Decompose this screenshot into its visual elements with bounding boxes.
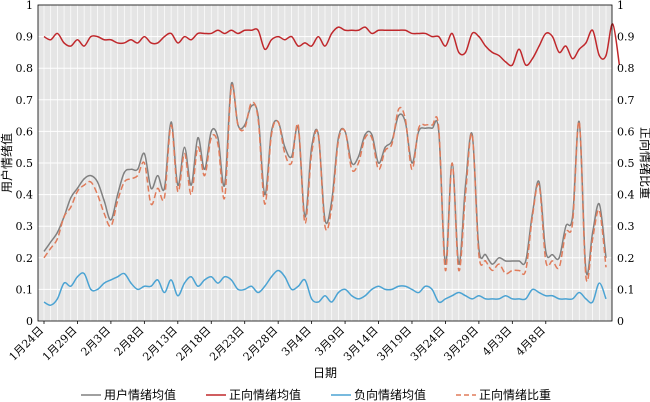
legend-label-user-mean: 用户情绪均值 (104, 387, 176, 402)
series-line-user-mean (43, 81, 607, 276)
plot-border (37, 4, 613, 322)
x-tick-label: 3月29日 (441, 324, 481, 364)
y-tick-label-left: 0.8 (16, 62, 34, 75)
x-tick-label: 3月14日 (341, 324, 381, 364)
x-axis: 1月24日1月29日2月3日2月8日2月13日2月18日2月23日2月28日3月… (7, 321, 548, 364)
y-axis-right-title: 正向情绪比重 (638, 127, 650, 199)
y-tick-label-right: 0.5 (617, 157, 635, 170)
y-tick-label-left: 0.3 (16, 220, 34, 233)
legend-label-positive-ratio: 正向情绪比重 (479, 387, 551, 402)
y-tick-label-right: 1 (617, 0, 624, 12)
series-line-positive-ratio (43, 84, 607, 282)
y-tick-label-left: 0.7 (16, 94, 34, 107)
y-axis-left-title: 用户情绪值 (0, 133, 14, 193)
x-tick-label: 4月8日 (513, 324, 548, 359)
y-tick-label-right: 0.6 (617, 125, 635, 138)
series-line-negative-mean (43, 269, 607, 306)
x-tick-label: 1月24日 (7, 324, 47, 364)
x-tick-label: 2月28日 (241, 324, 281, 364)
x-tick-label: 3月24日 (408, 324, 448, 364)
y-axis-right: 0 0.1 0.2 0.3 0.4 0.5 0.6 0.7 0.8 0.9 1 (617, 0, 635, 328)
y-tick-label-right: 0.2 (617, 252, 635, 265)
y-tick-label-right: 0.1 (617, 283, 635, 296)
x-tick-label: 4月3日 (480, 324, 515, 359)
y-tick-label-right: 0.3 (617, 220, 635, 233)
y-tick-label-left: 1 (26, 0, 33, 12)
legend: 用户情绪均值 正向情绪均值 负向情绪均值 正向情绪比重 (81, 387, 551, 402)
legend-label-positive-mean: 正向情绪均值 (229, 387, 301, 402)
legend-label-negative-mean: 负向情绪均值 (354, 387, 426, 402)
y-axis-left: 0 0.1 0.2 0.3 0.4 0.5 0.6 0.7 0.8 0.9 1 (16, 0, 34, 328)
y-tick-label-right: 0.7 (617, 94, 635, 107)
y-tick-label-right: 0.4 (617, 189, 635, 202)
y-tick-label-left: 0.6 (16, 125, 34, 138)
series-layer (43, 23, 621, 306)
x-tick-label: 2月13日 (140, 324, 180, 364)
y-tick-label-right: 0.8 (617, 62, 635, 75)
y-tick-label-right: 0.9 (617, 31, 635, 44)
x-axis-title: 日期 (313, 366, 337, 380)
y-tick-label-left: 0.1 (16, 283, 34, 296)
y-tick-label-left: 0.4 (16, 189, 34, 202)
x-tick-label: 3月19日 (374, 324, 414, 364)
y-tick-label-right: 0 (617, 315, 624, 328)
series-line-positive-mean (43, 23, 621, 67)
y-tick-label-left: 0.9 (16, 31, 34, 44)
y-tick-label-left: 0.5 (16, 157, 34, 170)
x-tick-label: 2月3日 (78, 324, 113, 359)
x-tick-label: 2月18日 (174, 324, 214, 364)
y-tick-label-left: 0.2 (16, 252, 34, 265)
x-tick-label: 3月4日 (279, 324, 314, 359)
x-tick-label: 2月23日 (207, 324, 247, 364)
y-tick-label-left: 0 (26, 315, 33, 328)
x-tick-label: 1月29日 (40, 324, 80, 364)
